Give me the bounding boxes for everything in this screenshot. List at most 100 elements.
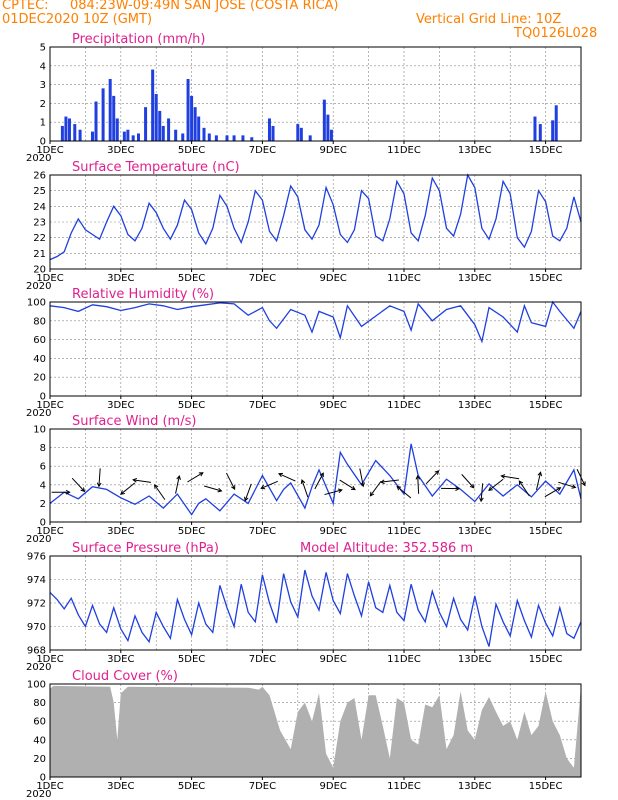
precip-bar [538, 124, 542, 141]
precip-bar [533, 116, 537, 141]
precip-xtick-label: 11DEC [387, 145, 421, 156]
rh-year-label: 2020 [26, 408, 51, 419]
precip-bar [131, 135, 135, 141]
wind-arrow-head [153, 484, 159, 489]
cloud-xtick-label: 11DEC [387, 781, 421, 792]
wind-arrow [396, 486, 412, 499]
cloud-ytick-label: 60 [33, 717, 46, 728]
precip-bar [90, 131, 94, 141]
wind-arrow-head [244, 496, 249, 502]
cloud-area [50, 685, 581, 777]
rh-line [49, 300, 582, 344]
wind-arrow [501, 475, 520, 480]
temp-ytick-label: 22 [33, 233, 46, 244]
wind-xtick-label: 11DEC [387, 526, 421, 537]
header-init-time: 01DEC2020 10Z (GMT) [2, 12, 153, 27]
precip-bar [551, 120, 555, 141]
cloud-xtick-label: 3DEC [107, 781, 134, 792]
wind-arrow-head [455, 486, 461, 491]
cloud-frame [49, 683, 582, 778]
precip-bar [197, 116, 201, 141]
wind-arrow-head [500, 474, 506, 479]
wind-arrow [120, 482, 136, 495]
pres-ytick-label: 974 [27, 575, 46, 586]
temp-year-label: 2020 [26, 281, 51, 292]
wind-arrow-head [488, 486, 493, 491]
wind-arrow [536, 472, 542, 490]
wind-arrow [204, 485, 222, 492]
precip-xtick-label: 9DEC [320, 145, 347, 156]
temp-xtick-label: 1DEC [36, 273, 63, 284]
wind-ytick-label: 2 [40, 499, 46, 510]
cloud-xtick-label: 9DEC [320, 781, 347, 792]
wind-arrow [98, 468, 101, 487]
precip-xtick-label: 15DEC [529, 145, 563, 156]
pres-line [49, 569, 582, 647]
wind-arrow [544, 487, 561, 498]
header-run-code: TQ0126L028 [514, 26, 598, 41]
temp-ytick-label: 21 [33, 249, 46, 260]
wind-arrow [488, 478, 504, 491]
wind-arrow-head [176, 474, 181, 480]
wind-arrow [425, 470, 439, 485]
precip-title: Precipitation (mm/h) [72, 32, 205, 47]
cloud-title: Cloud Cover (%) [72, 669, 178, 684]
cloud-ytick-label: 100 [27, 680, 46, 691]
wind-arrow [71, 477, 85, 492]
rh-xtick-label: 13DEC [458, 400, 492, 411]
temp-ytick-label: 20 [33, 265, 46, 276]
precip-frame [49, 46, 582, 142]
rh-xtick-label: 5DEC [178, 400, 205, 411]
temp-xtick-label: 9DEC [320, 273, 347, 284]
rh-xtick-label: 1DEC [36, 400, 63, 411]
precip-bar [299, 127, 303, 141]
header-grid-note: Vertical Grid Line: 10Z [416, 12, 562, 27]
precip-bar [67, 118, 71, 141]
wind-arrow [314, 472, 324, 490]
precip-bar [322, 99, 326, 141]
precip-bar [308, 135, 312, 141]
wind-arrow [244, 483, 252, 501]
precip-year-label: 2020 [26, 153, 51, 164]
precip-bar [151, 69, 155, 141]
precip-xtick-label: 5DEC [178, 145, 205, 156]
pres-annotation: Model Altitude: 352.586 m [300, 541, 473, 556]
pres-ytick-label: 968 [27, 646, 46, 657]
wind-arrow-head [537, 471, 543, 477]
pres-xtick-label: 7DEC [249, 654, 276, 665]
wind-arrow-head [319, 472, 324, 478]
precip-bar [181, 133, 185, 141]
wind-arrow [359, 468, 364, 487]
temp-xtick-label: 3DEC [107, 273, 134, 284]
wind-arrow-head [350, 485, 356, 491]
precip-bar [101, 88, 105, 141]
precip-bar [60, 125, 64, 141]
pres-ytick-label: 972 [27, 599, 46, 610]
pres-ytick-label: 976 [27, 552, 46, 563]
wind-title: Surface Wind (m/s) [72, 414, 196, 429]
precip-xtick-label: 1DEC [36, 145, 63, 156]
precip-bar [326, 114, 330, 141]
precip-bar [137, 133, 140, 141]
pres-year-label: 2020 [26, 662, 51, 673]
wind-arrow [480, 483, 484, 502]
precip-bar [126, 129, 130, 141]
wind-arrow [518, 480, 530, 497]
temp-ytick-label: 23 [33, 218, 46, 229]
cloud-year-label: 2020 [26, 789, 51, 800]
precip-bar [296, 124, 300, 141]
precip-bar [108, 78, 112, 141]
precip-bar [267, 118, 271, 141]
rh-ytick-label: 20 [33, 373, 46, 384]
wind-arrow-head [96, 482, 102, 488]
precip-bar [186, 78, 190, 141]
temp-ytick-label: 25 [33, 186, 46, 197]
temp-ytick-label: 24 [33, 202, 46, 213]
header-source: CPTEC: [2, 0, 49, 13]
wind-xtick-label: 7DEC [249, 526, 276, 537]
rh-xtick-label: 3DEC [107, 400, 134, 411]
wind-arrow-head [217, 487, 223, 493]
rh-ytick-label: 60 [33, 335, 46, 346]
wind-arrow-head [518, 480, 524, 486]
